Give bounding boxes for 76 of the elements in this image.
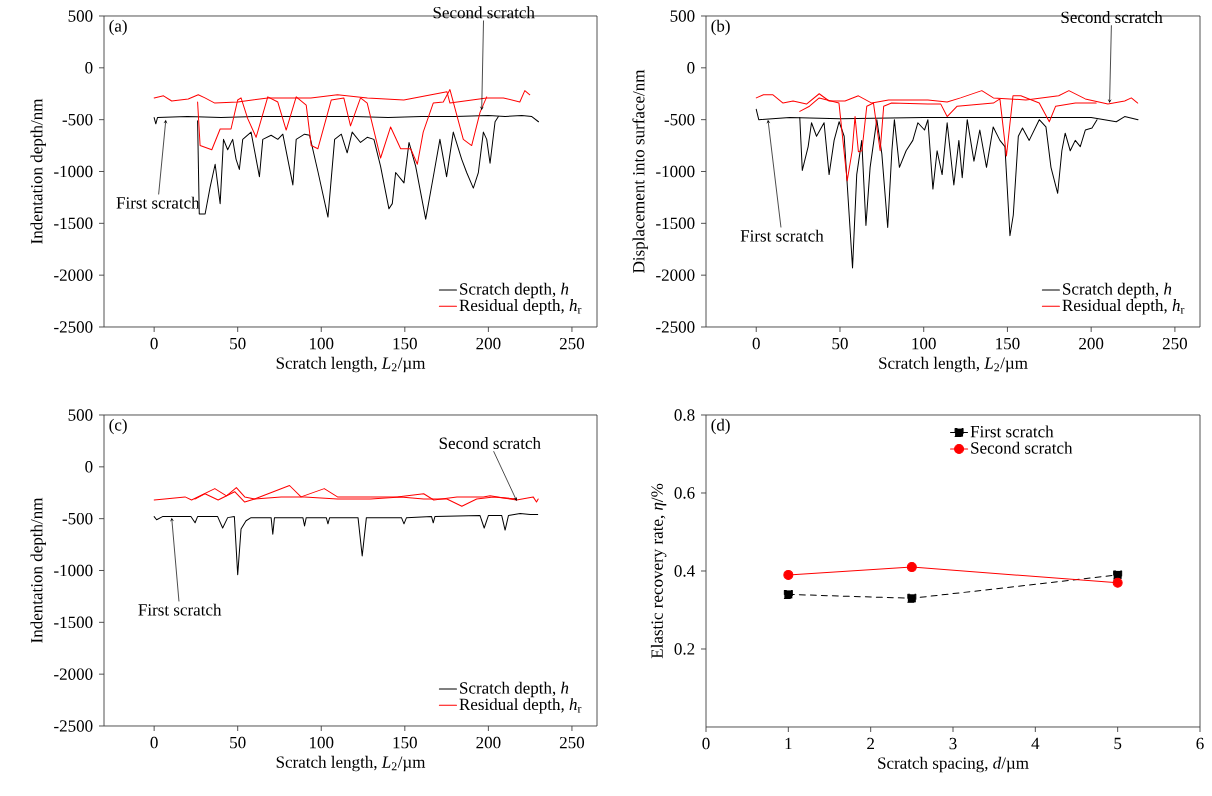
x-tick-label: 200	[476, 337, 501, 350]
x-tick-label: 0	[150, 337, 158, 350]
y-tick-label: -2500	[656, 321, 695, 333]
x-tick-label: 200	[476, 736, 501, 749]
x-tick-label: 0	[702, 737, 710, 750]
annotation: Second scratch	[433, 6, 535, 19]
y-tick-label: 500	[68, 10, 93, 22]
y-tick-label: -2500	[54, 720, 93, 732]
legend-label: Residual depth, h$_{r}$	[459, 299, 582, 315]
y-tick-label: -1500	[54, 217, 93, 230]
annotation: First scratch	[740, 229, 824, 242]
y-tick-label: 0	[85, 62, 93, 74]
x-tick-label: 150	[393, 337, 417, 350]
y-tick-label: 0.8	[674, 409, 695, 421]
legend-label: Scratch depth, h	[1063, 282, 1172, 299]
y-tick-label: 0.4	[674, 565, 695, 577]
x-tick-label: 250	[559, 337, 585, 350]
y-axis-title: Indentation depth/nm	[30, 497, 46, 643]
x-axis-title: Scratch length, L$_{2}$/µm	[276, 356, 426, 373]
y-tick-label: -2000	[656, 269, 695, 281]
y-tick-label: 500	[670, 10, 695, 22]
chart-title: (c)	[109, 418, 127, 435]
chart-title: (a)	[109, 19, 127, 36]
y-tick-label: 0	[85, 461, 93, 473]
legend-label: First scratch	[970, 425, 1054, 438]
chart-title: (d)	[711, 418, 730, 435]
y-tick-label: -1000	[54, 165, 93, 178]
x-tick-label: 0	[150, 736, 158, 749]
y-axis-title: Elastic recovery rate, η/%	[650, 483, 667, 659]
annotation: First scratch	[138, 603, 222, 616]
legend-label: Residual depth, h$_{r}$	[1062, 299, 1185, 315]
x-tick-label: 3	[949, 737, 957, 750]
y-tick-label: -1500	[54, 616, 93, 629]
x-tick-label: 2	[867, 737, 874, 750]
x-tick-label: 1	[785, 737, 792, 750]
legend-label: Scratch depth, h	[460, 681, 569, 698]
annotation: First scratch	[116, 196, 200, 209]
y-tick-label: 0.6	[674, 487, 695, 499]
x-axis-title: Scratch spacing, d/µm	[878, 756, 1029, 773]
annotation: Second scratch	[439, 437, 541, 450]
chart-title: (b)	[711, 19, 730, 36]
x-tick-label: 6	[1196, 737, 1204, 750]
y-tick-label: 500	[68, 409, 93, 421]
y-tick-label: -500	[62, 113, 93, 126]
legend-label: Scratch depth, h	[460, 282, 569, 299]
x-tick-label: 100	[310, 736, 334, 749]
x-tick-label: 150	[393, 736, 417, 749]
y-tick-label: -500	[62, 512, 93, 525]
x-tick-label: 150	[996, 337, 1020, 350]
x-tick-label: 50	[230, 337, 246, 350]
x-tick-label: 100	[310, 337, 334, 350]
y-axis-title: Displacement into surface/nm	[632, 69, 648, 273]
x-axis-title: Scratch length, L$_{2}$/µm	[276, 755, 426, 772]
y-tick-label: -1500	[656, 217, 695, 230]
y-tick-label: -500	[664, 113, 695, 126]
legend-label: Second scratch	[971, 441, 1073, 454]
x-axis-title: Scratch length, L$_{2}$/µm	[879, 356, 1028, 373]
y-tick-label: 0	[687, 62, 695, 74]
y-tick-label: -2500	[54, 321, 93, 333]
x-tick-label: 4	[1031, 737, 1040, 750]
y-axis-title: Indentation depth/nm	[30, 98, 46, 244]
y-tick-label: -1000	[54, 564, 93, 577]
x-tick-label: 5	[1114, 737, 1122, 750]
y-tick-label: -2000	[54, 668, 93, 680]
x-tick-label: 0	[752, 337, 760, 350]
y-tick-label: -1000	[656, 165, 695, 178]
x-tick-label: 100	[912, 337, 936, 350]
legend-label: Residual depth, h$_{r}$	[459, 698, 582, 714]
y-tick-label: -2000	[54, 269, 93, 281]
y-tick-label: 0.2	[674, 643, 695, 655]
annotation: Second scratch	[1061, 11, 1163, 24]
x-tick-label: 250	[1162, 337, 1187, 350]
x-tick-label: 50	[230, 736, 246, 749]
x-tick-label: 200	[1079, 337, 1104, 350]
x-tick-label: 50	[832, 337, 848, 350]
x-tick-label: 250	[559, 736, 585, 749]
